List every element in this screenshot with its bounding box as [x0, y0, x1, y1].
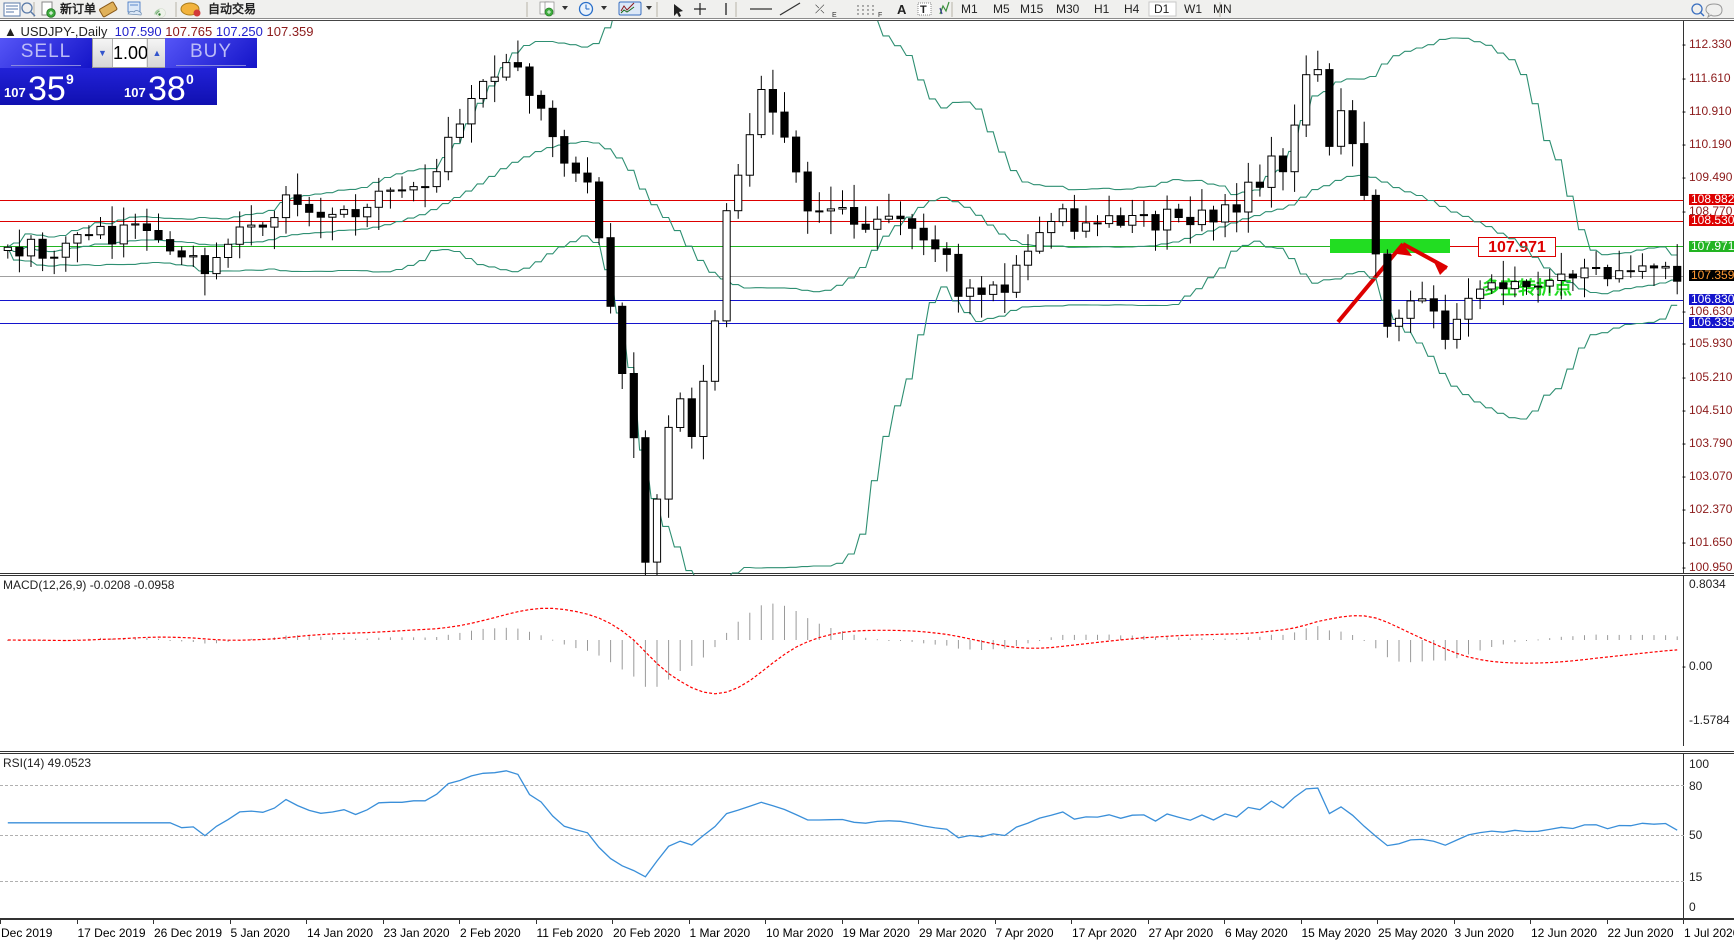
svg-text:W1: W1 — [1184, 2, 1202, 16]
svg-text:A: A — [897, 2, 907, 17]
svg-text:H1: H1 — [1094, 2, 1110, 16]
svg-text:M5: M5 — [993, 2, 1010, 16]
svg-text:M1: M1 — [961, 2, 978, 16]
svg-text:M30: M30 — [1056, 2, 1080, 16]
svg-text:D1: D1 — [1154, 2, 1170, 16]
svg-text:T: T — [920, 4, 927, 16]
svg-text:F: F — [878, 12, 882, 19]
svg-text:⤫: ⤫ — [815, 2, 825, 16]
svg-text:新订单: 新订单 — [60, 1, 96, 16]
svg-text:E: E — [832, 12, 837, 19]
svg-text:H4: H4 — [1124, 2, 1140, 16]
svg-text:自动交易: 自动交易 — [208, 1, 256, 16]
svg-text:M15: M15 — [1020, 2, 1044, 16]
svg-text:MN: MN — [1213, 2, 1232, 16]
